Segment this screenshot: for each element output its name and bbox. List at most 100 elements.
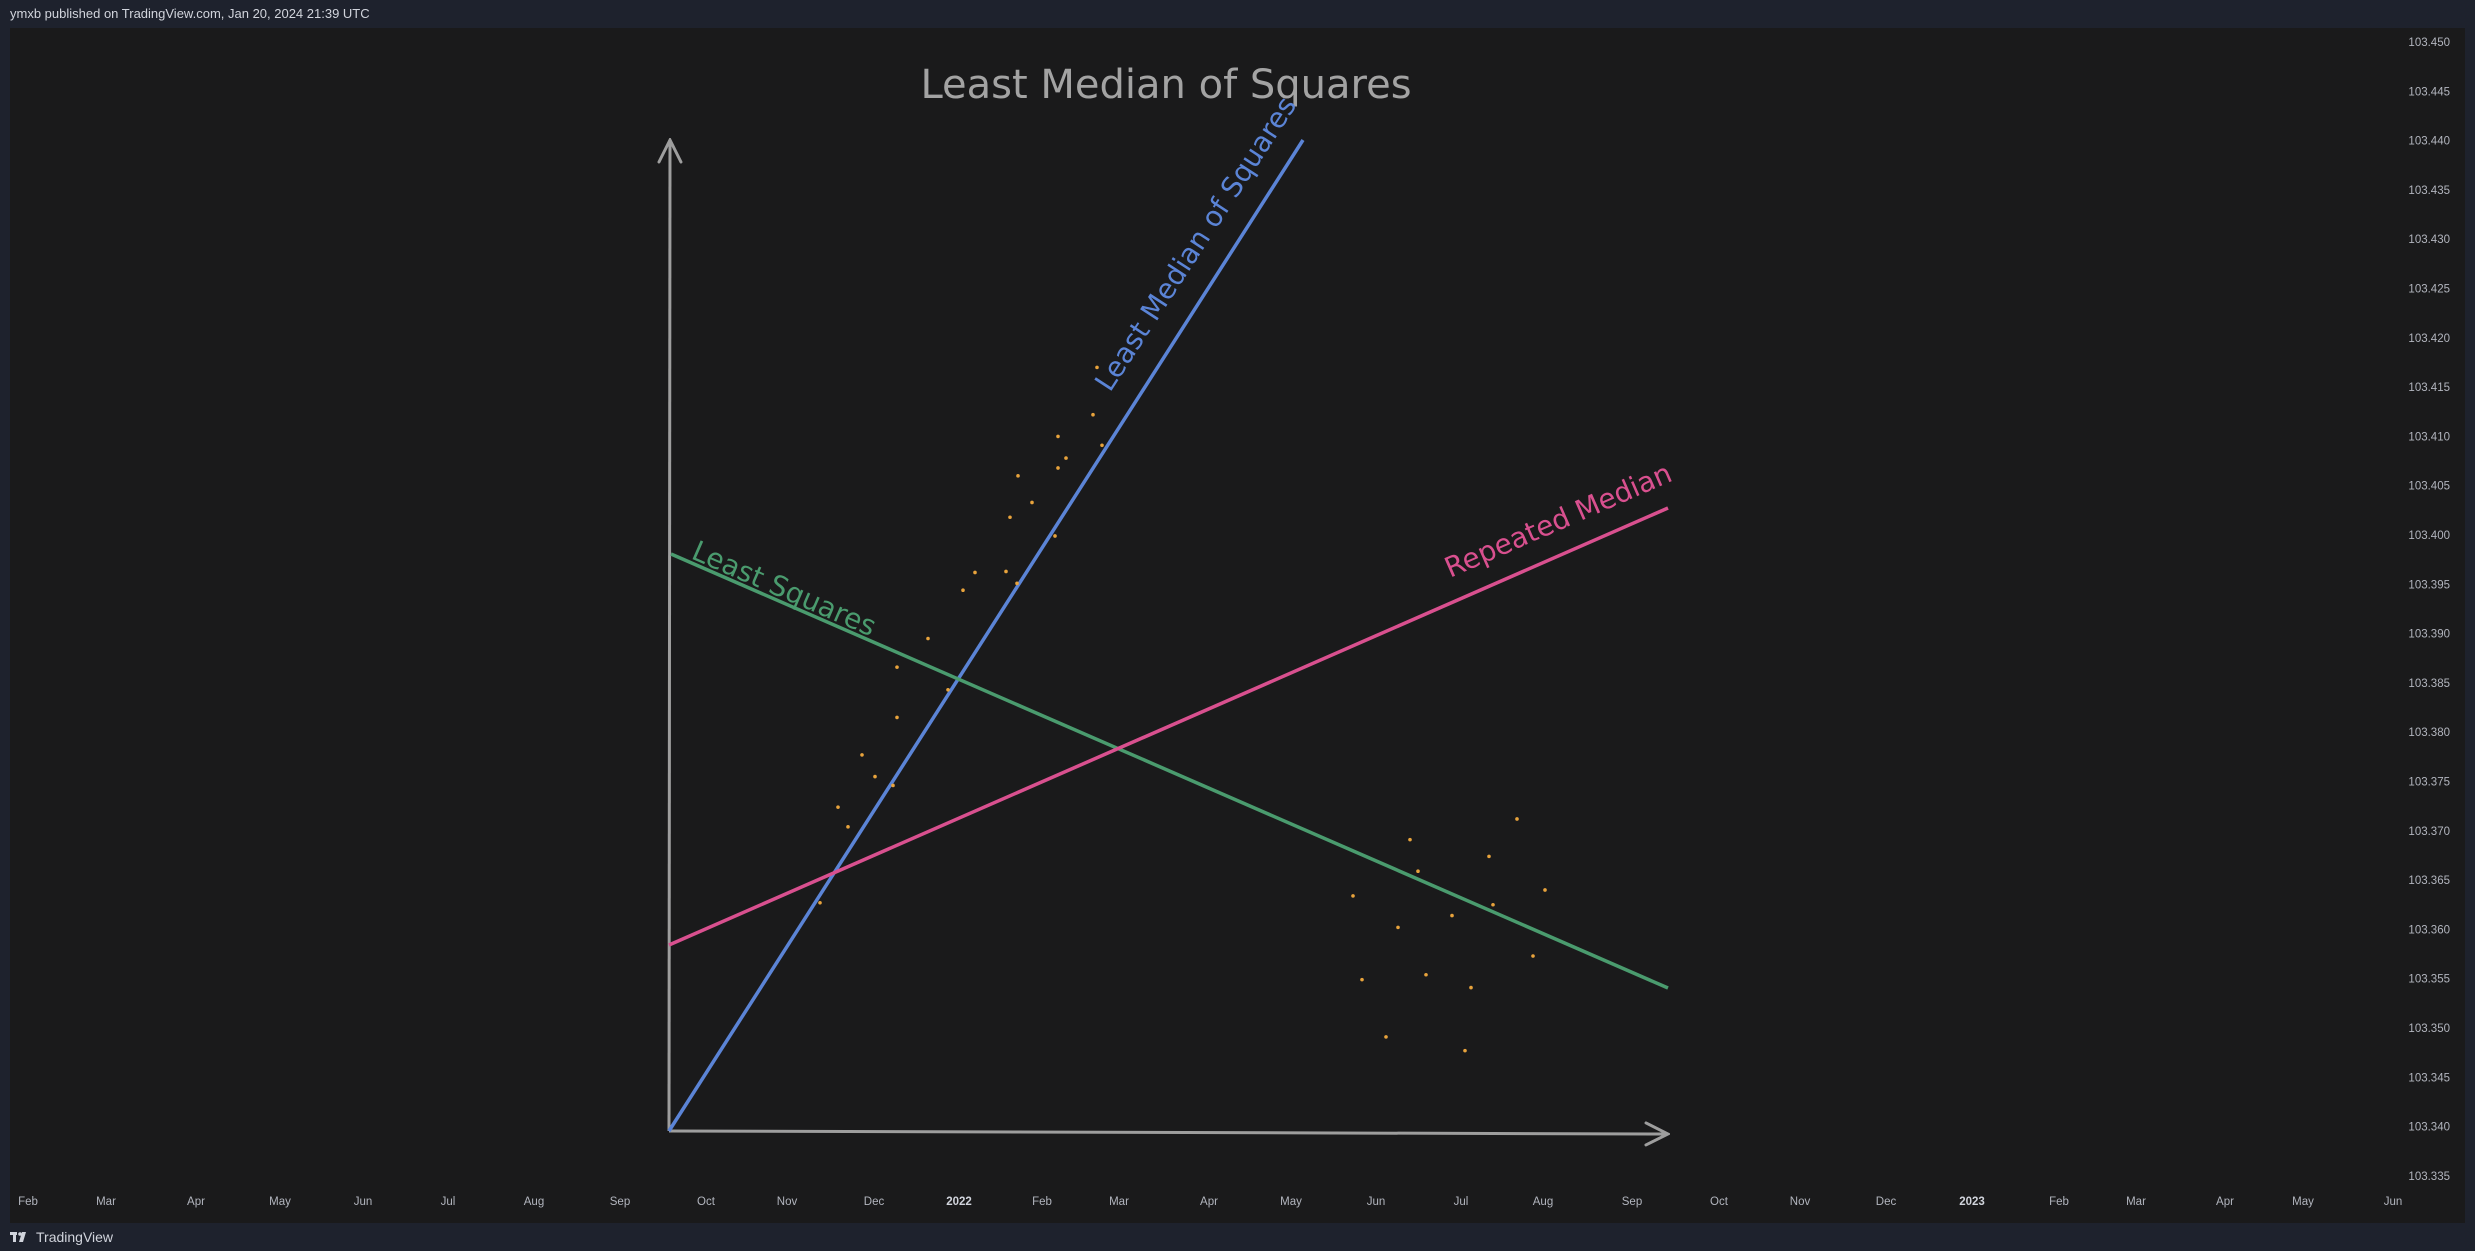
time-tick-label: Aug <box>1533 1196 1553 1208</box>
price-tick-label: 103.415 <box>2408 382 2450 394</box>
time-tick-label: Mar <box>1109 1196 1129 1208</box>
data-point <box>1056 434 1060 439</box>
x-axis-arrow <box>668 1131 1668 1134</box>
price-tick-label: 103.385 <box>2408 678 2450 690</box>
data-point <box>1016 474 1020 478</box>
data-point <box>860 753 864 757</box>
tradingview-brand[interactable]: TradingView <box>36 1229 114 1245</box>
footer-bar: TradingView <box>0 1223 2475 1251</box>
price-tick-label: 103.395 <box>2408 579 2450 591</box>
data-point <box>846 825 850 829</box>
data-point <box>895 665 899 669</box>
data-point <box>1095 365 1099 370</box>
data-point <box>1053 534 1057 538</box>
y-axis-arrow <box>669 140 670 1132</box>
time-tick-label: Apr <box>1200 1196 1218 1208</box>
time-tick-label: Aug <box>524 1196 544 1208</box>
price-tick-label: 103.360 <box>2408 924 2450 936</box>
time-tick-label: Oct <box>697 1196 716 1208</box>
time-tick-year-label: 2023 <box>1959 1196 1985 1208</box>
data-point <box>836 805 840 809</box>
time-tick-label: Feb <box>1032 1196 1052 1208</box>
price-tick-label: 103.390 <box>2408 629 2450 641</box>
price-tick-label: 103.445 <box>2408 86 2450 98</box>
time-tick-label: May <box>2292 1196 2314 1208</box>
price-tick-label: 103.365 <box>2408 875 2450 887</box>
data-point <box>1543 888 1547 892</box>
repeated-median-line <box>668 506 1669 947</box>
data-point <box>1487 854 1491 859</box>
fit-lines <box>667 139 1669 1132</box>
chart-svg[interactable]: 103.450 103.445 103.440 103.435 103.430 103.4… <box>10 28 2465 1223</box>
price-tick-label: 103.450 <box>2408 37 2450 49</box>
time-tick-label: Feb <box>2049 1196 2069 1208</box>
time-tick-label: Nov <box>777 1196 798 1208</box>
price-tick-label: 103.355 <box>2408 974 2450 986</box>
time-tick-label: Jun <box>354 1196 373 1208</box>
data-point <box>1064 456 1068 460</box>
time-axis[interactable]: Feb Mar Apr May Jun Jul Aug Sep Oct Nov Dec 2022 Feb… <box>18 1196 2402 1208</box>
price-tick-label: 103.340 <box>2408 1122 2450 1134</box>
data-point <box>1469 985 1473 990</box>
data-point <box>1491 902 1495 907</box>
publish-info-bar: ymxb published on TradingView.com, Jan 2… <box>0 0 2475 28</box>
time-tick-label: Jun <box>1367 1196 1386 1208</box>
time-tick-label: Dec <box>1876 1196 1897 1208</box>
price-tick-label: 103.380 <box>2408 727 2450 739</box>
least-median-of-squares-line <box>667 139 1305 1132</box>
axis-arrows <box>669 140 1668 1134</box>
chart-title: Least Median of Squares <box>920 62 1411 108</box>
time-tick-label: Dec <box>864 1196 885 1208</box>
price-tick-label: 103.420 <box>2408 333 2450 345</box>
data-point <box>1396 925 1400 930</box>
price-tick-label: 103.375 <box>2408 777 2450 789</box>
price-tick-label: 103.425 <box>2408 284 2450 296</box>
data-point <box>1463 1048 1467 1053</box>
price-tick-label: 103.430 <box>2408 234 2450 246</box>
time-tick-label: Jun <box>2384 1196 2403 1208</box>
time-tick-label: Mar <box>2126 1196 2146 1208</box>
price-tick-label: 103.405 <box>2408 481 2450 493</box>
price-tick-label: 103.435 <box>2408 185 2450 197</box>
time-tick-label: Sep <box>610 1196 630 1208</box>
price-tick-label: 103.400 <box>2408 530 2450 542</box>
data-point <box>1416 869 1420 874</box>
scatter-points <box>818 365 1547 1053</box>
data-point <box>1424 972 1428 977</box>
time-tick-label: Mar <box>96 1196 116 1208</box>
time-tick-label: Apr <box>2216 1196 2234 1208</box>
data-point <box>1351 894 1355 898</box>
data-point <box>961 588 965 593</box>
price-tick-label: 103.350 <box>2408 1023 2450 1035</box>
time-tick-label: Jul <box>441 1196 456 1208</box>
price-tick-label: 103.410 <box>2408 431 2450 443</box>
price-axis[interactable]: 103.450 103.445 103.440 103.435 103.430 103.4… <box>2408 37 2450 1183</box>
time-tick-label: Feb <box>18 1196 38 1208</box>
data-point <box>1030 500 1034 505</box>
data-point <box>873 774 877 779</box>
time-tick-label: Apr <box>187 1196 205 1208</box>
least-median-of-squares-label: Least Median of Squares <box>1088 91 1303 397</box>
data-point <box>1015 581 1019 586</box>
time-tick-label: Oct <box>1710 1196 1729 1208</box>
price-tick-label: 103.370 <box>2408 826 2450 838</box>
time-tick-label: Jul <box>1454 1196 1469 1208</box>
time-tick-label: May <box>1280 1196 1302 1208</box>
data-point <box>1531 954 1535 958</box>
data-point <box>1008 515 1012 520</box>
data-point <box>1515 817 1519 821</box>
tradingview-logo-icon[interactable] <box>10 1231 30 1243</box>
data-point <box>973 570 977 575</box>
data-point <box>1360 977 1364 982</box>
data-point <box>1091 412 1095 417</box>
time-tick-label: Nov <box>1790 1196 1811 1208</box>
data-point <box>1100 443 1104 448</box>
time-tick-label: May <box>269 1196 291 1208</box>
data-point <box>1408 837 1412 842</box>
data-point <box>1004 569 1008 574</box>
price-tick-label: 103.335 <box>2408 1171 2450 1183</box>
data-point <box>1384 1035 1388 1039</box>
chart-area[interactable]: 103.450 103.445 103.440 103.435 103.430 103.4… <box>10 28 2465 1223</box>
data-point <box>1450 913 1454 918</box>
data-point <box>891 783 895 788</box>
